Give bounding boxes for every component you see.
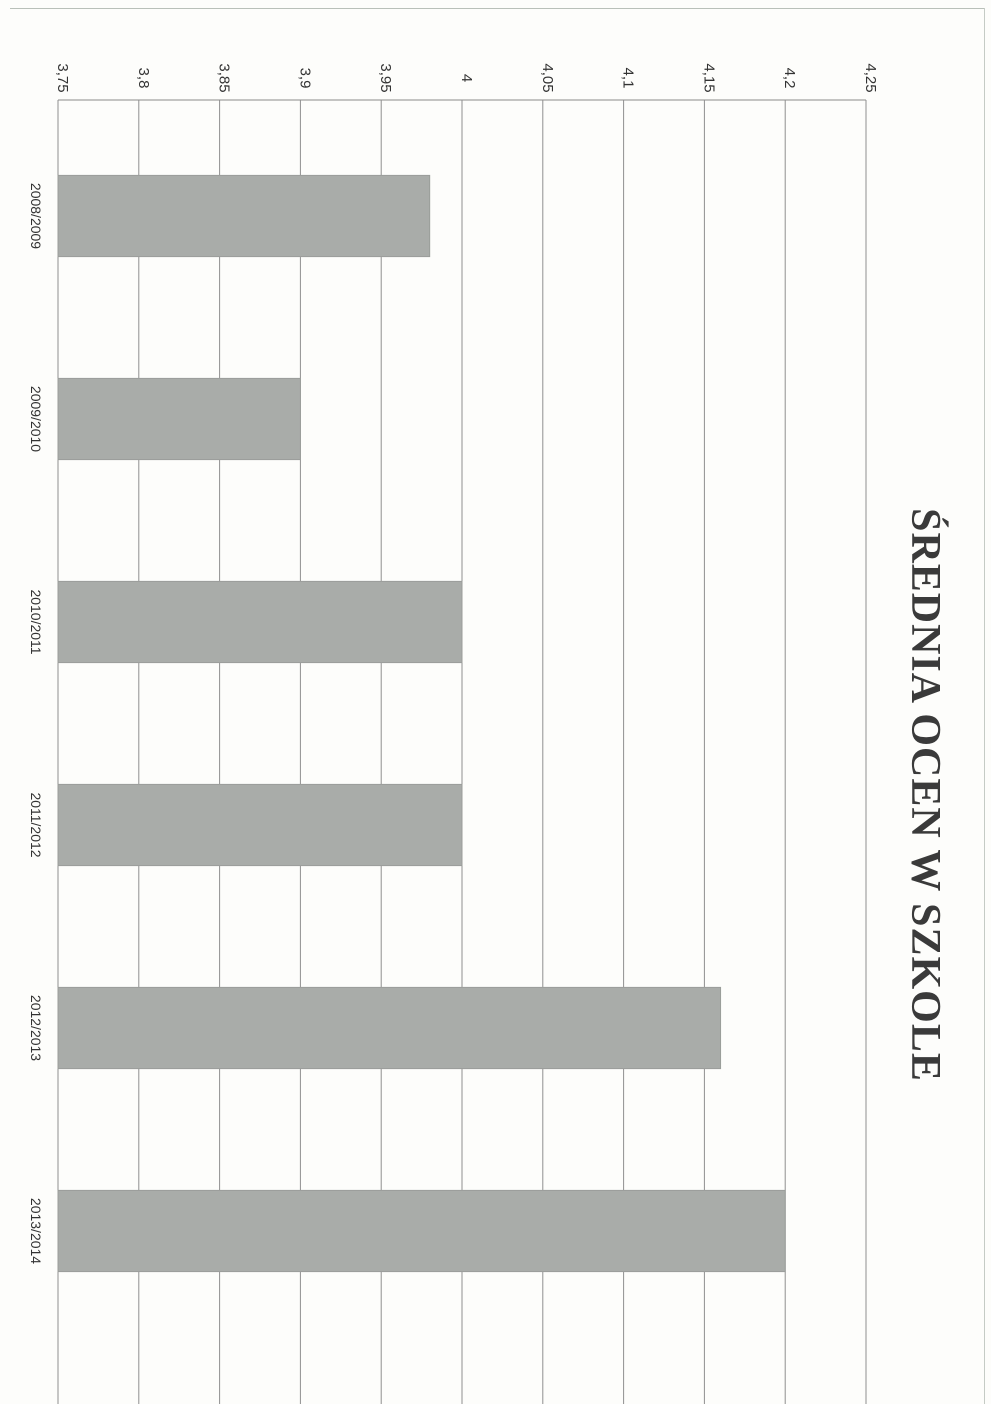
category-label: 2013/2014 [28,1198,44,1264]
page-border-right [984,8,985,1404]
chart-title: ŚREDNIA OCEN W SZKOLE [902,508,949,1082]
value-tick-label: 4,15 [700,63,717,92]
category-label: 2010/2011 [28,589,44,654]
bar [57,783,463,867]
category-label: 2009/2010 [28,386,44,452]
category-labels: 2008/2009 2009/2010 2010/2011 2011/2012 2012… [28,183,44,1264]
gridlines [57,99,867,1404]
value-tick-label: 3,75 [54,63,71,92]
category-label: 2008/2009 [28,183,44,249]
value-tick-labels: 3,75 3,8 3,85 3,9 3,95 4 4,05 4,1 4,15 4,2 4,25 [54,63,879,92]
value-tick-label: 3,8 [135,68,152,89]
category-label: 2012/2013 [28,995,44,1061]
bar [57,580,463,664]
value-tick-label: 4 [458,74,475,82]
bar [57,1189,786,1273]
category-label: 2011/2012 [28,792,44,857]
bar [57,174,431,258]
value-tick-label: 4,25 [862,63,879,92]
bar [57,986,722,1070]
value-tick-label: 4,2 [781,68,798,89]
value-tick-label: 4,1 [620,68,637,89]
value-tick-label: 3,85 [216,63,233,92]
value-tick-label: 3,9 [296,68,313,89]
value-tick-label: 3,95 [377,63,394,92]
value-tick-label: 4,05 [539,63,556,92]
bar [57,377,301,461]
page-border-top [10,8,985,9]
bars [57,174,786,1273]
